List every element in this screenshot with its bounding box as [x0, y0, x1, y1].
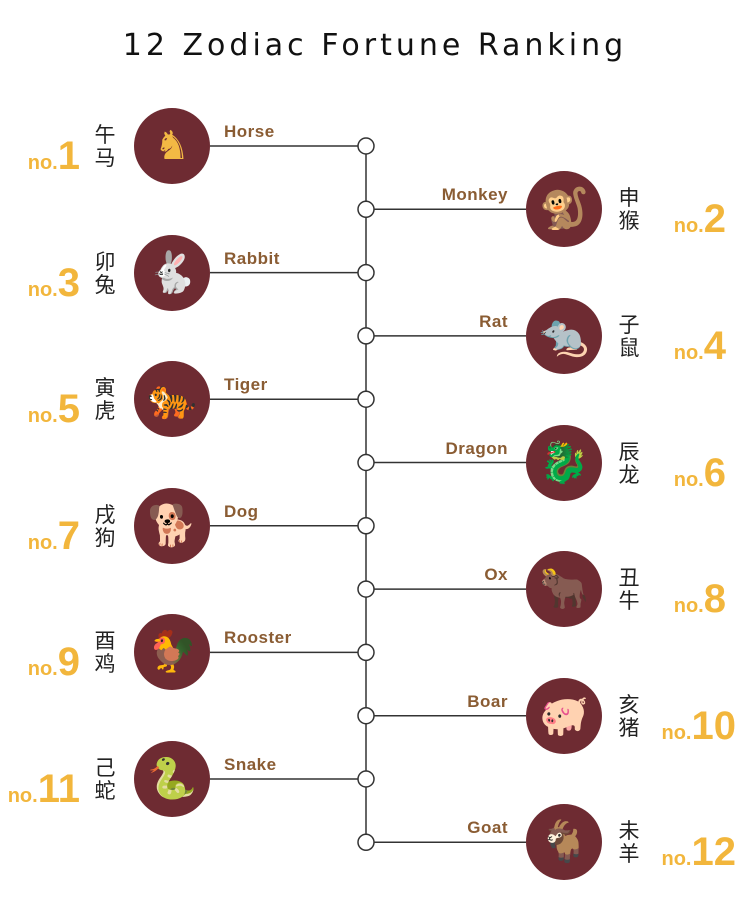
rank-prefix: no. [27, 152, 58, 174]
rank-number: 12 [691, 830, 737, 875]
rat-chinese-label: 子鼠 [618, 312, 640, 360]
spine-node-rat [357, 327, 375, 345]
spine-node-tiger [357, 390, 375, 408]
tiger-chinese-label: 寅虎 [94, 376, 116, 424]
rank-prefix: no. [661, 848, 692, 871]
spine-node-rabbit [357, 263, 375, 282]
rank-badge-tiger: no.5 [0, 389, 80, 429]
rabbit-chinese-label: 卯兔 [94, 249, 116, 297]
horse-medallion: ♞ [134, 108, 210, 184]
boar-chinese-label: 亥猪 [618, 692, 640, 740]
spine-node-dog [357, 517, 375, 535]
rank-prefix: no. [7, 785, 38, 807]
rank-number: 8 [703, 577, 726, 622]
rank-number: 4 [703, 323, 726, 368]
rat-medallion: 🐀 [526, 297, 602, 374]
rank-badge-rabbit: no.3 [0, 263, 80, 303]
snake-medallion: 🐍 [134, 741, 210, 817]
snake-chinese-label: 己蛇 [94, 756, 116, 803]
horse-chinese-label: 午马 [94, 123, 116, 170]
rank-number: 10 [691, 703, 737, 748]
snake-icon: 🐍 [147, 756, 197, 802]
rank-number: 6 [703, 450, 726, 495]
rank-prefix: no. [27, 405, 58, 428]
dog-chinese-label: 戌狗 [94, 502, 116, 550]
rank-badge-snake: no.11 [0, 769, 80, 809]
rabbit-icon: 🐇 [147, 249, 197, 296]
spine-node-goat [357, 833, 375, 852]
spine-node-rooster [357, 643, 375, 662]
rank-prefix: no. [673, 341, 704, 364]
rank-number: 7 [57, 513, 80, 558]
rank-prefix: no. [27, 531, 58, 554]
rank-badge-dragon: no.6 [626, 453, 726, 493]
ox-chinese-label: 丑牛 [618, 566, 640, 614]
tiger-medallion: 🐅 [134, 361, 210, 438]
goat-icon: 🐐 [539, 819, 589, 866]
monkey-medallion: 🐒 [526, 171, 602, 248]
spine-node-monkey [357, 200, 375, 219]
goat-medallion: 🐐 [526, 804, 602, 881]
dragon-name-label: Dragon [445, 438, 508, 458]
goat-name-label: Goat [467, 818, 508, 838]
ox-icon: 🐂 [539, 566, 589, 613]
rank-prefix: no. [27, 278, 58, 301]
spine-node-horse [357, 137, 375, 155]
horse-icon: ♞ [154, 123, 190, 169]
spine-node-ox [357, 580, 375, 598]
rank-badge-horse: no.1 [0, 136, 80, 176]
spine-node-boar [357, 706, 375, 725]
rank-badge-rooster: no.9 [0, 642, 80, 682]
monkey-chinese-label: 申猴 [618, 186, 640, 234]
rooster-name-label: Rooster [224, 628, 292, 648]
dog-medallion: 🐕 [134, 487, 210, 564]
rat-name-label: Rat [479, 311, 508, 331]
rooster-chinese-label: 酉鸡 [94, 629, 116, 677]
rank-number: 9 [57, 640, 80, 685]
dog-name-label: Dog [224, 501, 259, 521]
rank-number: 11 [37, 767, 80, 811]
snake-name-label: Snake [224, 755, 277, 774]
boar-name-label: Boar [467, 691, 508, 711]
ox-medallion: 🐂 [526, 551, 602, 628]
monkey-name-label: Monkey [441, 185, 508, 205]
dog-icon: 🐕 [147, 502, 197, 549]
rank-badge-ox: no.8 [626, 579, 726, 619]
rank-badge-boar: no.10 [636, 703, 737, 748]
spine-node-dragon [357, 453, 375, 472]
page-title: 12 Zodiac Fortune Ranking [122, 28, 628, 63]
rat-icon: 🐀 [539, 312, 589, 359]
rank-badge-goat: no.12 [636, 830, 737, 875]
dragon-medallion: 🐉 [526, 424, 602, 501]
dragon-icon: 🐉 [539, 439, 589, 486]
rank-badge-dog: no.7 [0, 516, 80, 556]
dragon-chinese-label: 辰龙 [618, 439, 640, 487]
rabbit-medallion: 🐇 [134, 234, 210, 311]
boar-medallion: 🐖 [526, 677, 602, 754]
rank-prefix: no. [673, 215, 704, 238]
horse-name-label: Horse [224, 122, 275, 141]
tiger-icon: 🐅 [147, 376, 197, 423]
rooster-medallion: 🐓 [134, 614, 210, 691]
rank-prefix: no. [27, 658, 58, 681]
rank-badge-rat: no.4 [626, 326, 726, 366]
rank-number: 5 [57, 387, 80, 432]
rank-number: 3 [57, 260, 80, 305]
rank-prefix: no. [673, 468, 704, 491]
spine-node-snake [357, 770, 375, 788]
rank-prefix: no. [673, 595, 704, 618]
boar-icon: 🐖 [539, 692, 589, 739]
monkey-icon: 🐒 [539, 186, 589, 233]
rank-number: 1 [57, 134, 80, 178]
rank-badge-monkey: no.2 [626, 199, 726, 239]
rabbit-name-label: Rabbit [224, 248, 280, 268]
rank-prefix: no. [661, 721, 692, 744]
rooster-icon: 🐓 [147, 629, 197, 676]
tiger-name-label: Tiger [224, 375, 268, 395]
rank-number: 2 [703, 197, 726, 242]
goat-chinese-label: 未羊 [618, 819, 640, 867]
ox-name-label: Ox [484, 565, 508, 585]
